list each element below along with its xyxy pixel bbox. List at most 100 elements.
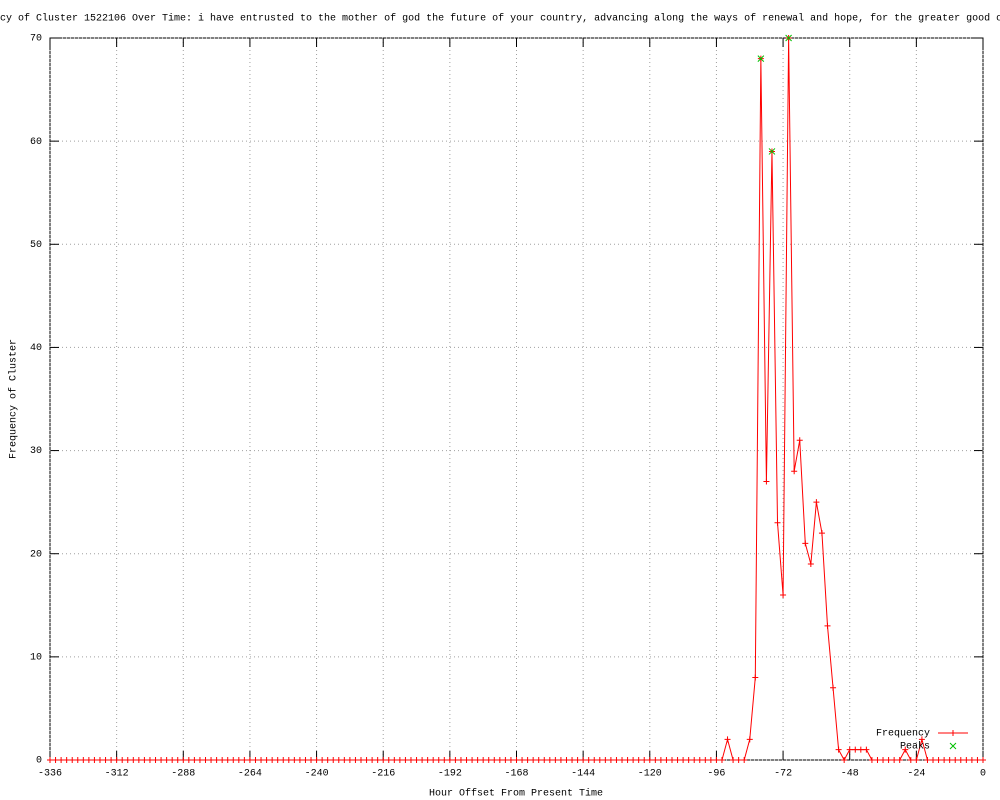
frequency-point [63,757,70,763]
frequency-point [630,757,637,763]
frequency-point [963,757,970,763]
frequency-point [463,757,470,763]
frequency-point [269,757,276,763]
frequency-point [319,757,326,763]
frequency-point [52,757,59,763]
frequency-point [413,757,420,763]
frequency-point [735,757,742,763]
frequency-point [846,746,853,753]
frequency-point [324,757,331,763]
frequency-point [857,746,864,753]
frequency-point [813,499,820,506]
x-tick-label: -168 [504,769,528,780]
x-tick-label: -264 [238,769,262,780]
frequency-point [335,757,342,763]
frequency-point [85,757,92,763]
frequency-point [974,757,981,763]
frequency-point [613,757,620,763]
frequency-point [280,757,287,763]
y-tick-label: 20 [30,549,42,560]
frequency-point [691,757,698,763]
frequency-point [657,757,664,763]
frequency-point [108,757,115,763]
peak-point [785,34,792,42]
x-tick-label: -144 [571,769,595,780]
frequency-point [807,561,814,568]
frequency-point [796,437,803,444]
frequency-point [174,757,181,763]
frequency-point [135,757,142,763]
frequency-point [230,757,237,763]
frequency-point [535,757,542,763]
frequency-point [491,757,498,763]
frequency-point [619,757,626,763]
frequency-point [652,757,659,763]
frequency-point [918,736,925,743]
x-tick-label: -312 [105,769,129,780]
legend-marker [950,730,956,736]
frequency-point [952,757,959,763]
frequency-point [891,757,898,763]
frequency-point [58,757,65,763]
frequency-point [369,757,376,763]
frequency-point [669,757,675,763]
frequency-point [208,757,215,763]
frequency-point [80,757,87,763]
frequency-point [968,757,975,763]
frequency-point [391,757,398,763]
legend-marker [949,742,957,750]
x-tick-label: -216 [371,769,395,780]
frequency-point [424,757,431,763]
legend-label: Frequency [876,729,930,740]
frequency-point [308,757,315,763]
frequency-point [502,757,509,763]
frequency-point [285,757,292,763]
frequency-point [791,468,798,475]
x-tick-label: -24 [907,769,925,780]
frequency-point [124,757,131,763]
frequency-point [746,736,753,743]
frequency-point [546,757,553,763]
frequency-point [169,757,176,763]
frequency-point [730,757,737,763]
frequency-point [402,757,409,763]
frequency-point [407,757,414,763]
y-tick-label: 10 [30,652,42,663]
legend-label: Peaks [900,741,930,753]
frequency-point [180,757,187,763]
frequency-point [341,757,348,763]
frequency-point [519,757,526,763]
frequency-point [446,757,453,763]
frequency-point [302,757,309,763]
frequency-point [913,757,920,763]
frequency-point [352,757,359,763]
frequency-point [930,757,937,763]
frequency-point [185,757,192,763]
frequency-point [47,757,53,763]
y-tick-label: 0 [36,756,42,767]
frequency-point [752,674,759,681]
frequency-point [763,478,770,485]
frequency-point [213,757,220,763]
frequency-point [580,757,587,763]
frequency-point [941,757,948,763]
frequency-point [441,757,448,763]
x-tick-label: -96 [707,769,725,780]
frequency-point [191,757,198,763]
frequency-point [141,757,148,763]
frequency-point [530,757,537,763]
frequency-point [252,757,259,763]
frequency-point [868,757,875,763]
x-tick-label: -336 [38,769,62,780]
frequency-point [563,757,570,763]
frequency-point [330,757,337,763]
frequency-point [358,757,364,763]
frequency-point [602,757,609,763]
frequency-point [718,757,725,763]
frequency-point [452,757,459,763]
frequency-point [852,746,859,753]
frequency-point [841,757,848,763]
frequency-point [396,757,403,763]
frequency-point [96,757,103,763]
